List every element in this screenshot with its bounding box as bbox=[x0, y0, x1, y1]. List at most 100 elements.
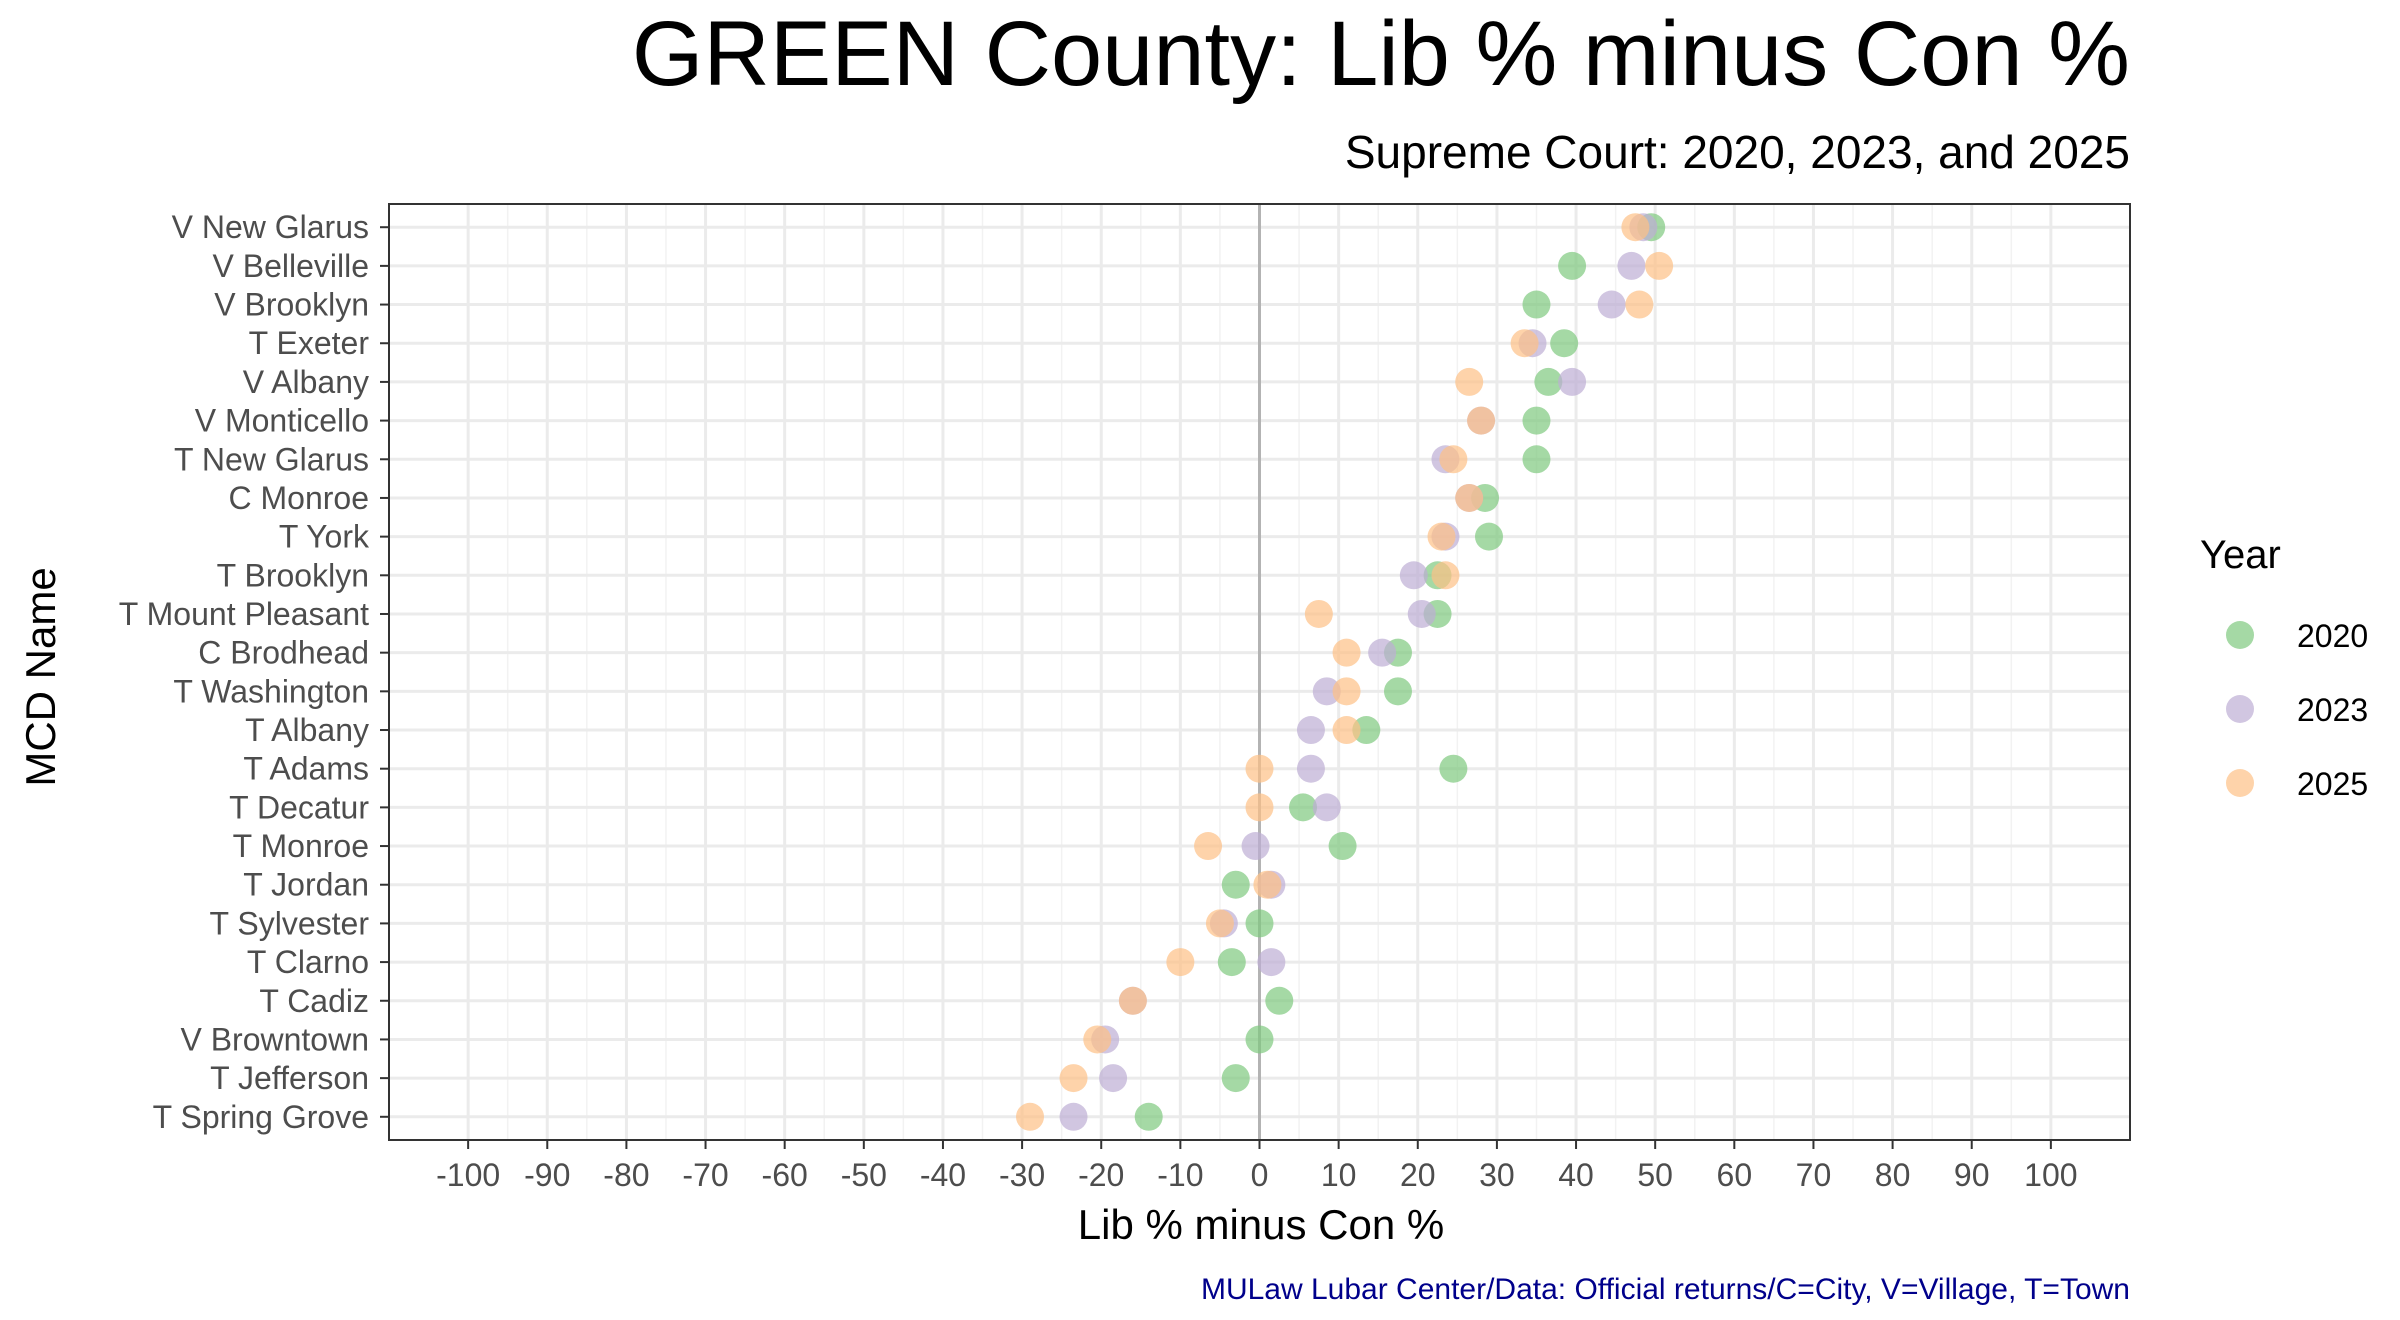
point-2025-t-jefferson bbox=[1059, 1064, 1088, 1093]
chart-subtitle: Supreme Court: 2020, 2023, and 2025 bbox=[1345, 126, 2130, 178]
point-2020-t-new-glarus bbox=[1522, 445, 1551, 474]
x-tick-label: 60 bbox=[1717, 1157, 1753, 1193]
point-2023-t-albany bbox=[1296, 716, 1325, 745]
point-2020-v-albany bbox=[1534, 367, 1563, 396]
point-2020-t-jefferson bbox=[1221, 1064, 1250, 1093]
point-2023-t-spring-grove bbox=[1059, 1102, 1088, 1131]
legend-label-2020: 2020 bbox=[2297, 618, 2368, 654]
legend: Year 2020 2023 2025 bbox=[2200, 533, 2368, 802]
point-2025-t-jordan bbox=[1253, 870, 1282, 899]
y-tick-label: T New Glarus bbox=[174, 441, 369, 477]
y-tick-label: T Sylvester bbox=[210, 905, 370, 941]
x-tick-label: -90 bbox=[524, 1157, 570, 1193]
data-points bbox=[1016, 213, 1674, 1131]
point-2025-t-york bbox=[1427, 522, 1456, 551]
y-tick-label: V Browntown bbox=[180, 1021, 369, 1057]
x-tick-label: -80 bbox=[603, 1157, 649, 1193]
x-tick-label: -60 bbox=[762, 1157, 808, 1193]
point-2023-c-brodhead bbox=[1368, 638, 1397, 667]
point-2020-t-decatur bbox=[1289, 793, 1318, 822]
y-tick-label: V Albany bbox=[243, 364, 369, 400]
y-tick-label: T Spring Grove bbox=[153, 1099, 369, 1135]
x-axis-title: Lib % minus Con % bbox=[1078, 1201, 1445, 1248]
x-tick-label: 10 bbox=[1321, 1157, 1357, 1193]
point-2025-t-decatur bbox=[1245, 793, 1274, 822]
y-tick-label: T Cadiz bbox=[259, 983, 369, 1019]
point-2025-v-belleville bbox=[1645, 251, 1674, 280]
x-tick-label: 50 bbox=[1637, 1157, 1673, 1193]
point-2025-t-adams bbox=[1245, 754, 1274, 783]
point-2020-t-cadiz bbox=[1265, 986, 1294, 1015]
point-2023-v-belleville bbox=[1617, 251, 1646, 280]
legend-key-2025 bbox=[2226, 769, 2254, 797]
point-2020-t-exeter bbox=[1550, 329, 1579, 358]
y-tick-label: T Monroe bbox=[233, 828, 369, 864]
y-tick-label: C Monroe bbox=[229, 480, 370, 516]
x-tick-label: 40 bbox=[1558, 1157, 1594, 1193]
y-tick-label: V Brooklyn bbox=[214, 287, 369, 323]
x-tick-label: 20 bbox=[1400, 1157, 1436, 1193]
y-tick-label: T Brooklyn bbox=[217, 557, 369, 593]
y-tick-label: V Monticello bbox=[195, 403, 369, 439]
point-2023-t-clarno bbox=[1257, 948, 1286, 977]
y-tick-label: C Brodhead bbox=[198, 635, 369, 671]
x-tick-label: -50 bbox=[841, 1157, 887, 1193]
caption: MULaw Lubar Center/Data: Official return… bbox=[1201, 1273, 2130, 1306]
point-2025-t-cadiz bbox=[1118, 986, 1147, 1015]
x-tick-label: -40 bbox=[920, 1157, 966, 1193]
point-2025-t-brooklyn bbox=[1431, 561, 1460, 590]
y-tick-label: T Jefferson bbox=[210, 1060, 369, 1096]
point-2020-v-belleville bbox=[1558, 251, 1587, 280]
y-tick-label: T Mount Pleasant bbox=[119, 596, 369, 632]
y-tick-label: T Washington bbox=[173, 673, 369, 709]
legend-key-2023 bbox=[2226, 695, 2254, 723]
point-2020-t-washington bbox=[1383, 677, 1412, 706]
point-2020-v-brooklyn bbox=[1522, 290, 1551, 319]
point-2025-t-new-glarus bbox=[1439, 445, 1468, 474]
point-2025-v-albany bbox=[1455, 367, 1484, 396]
y-tick-label: T Decatur bbox=[229, 789, 369, 825]
x-tick-label: 30 bbox=[1479, 1157, 1515, 1193]
point-2020-v-monticello bbox=[1522, 406, 1551, 435]
point-2023-t-mount-pleasant bbox=[1407, 599, 1436, 628]
x-tick-label: -10 bbox=[1157, 1157, 1203, 1193]
point-2023-t-jefferson bbox=[1099, 1064, 1128, 1093]
point-2020-v-browntown bbox=[1245, 1025, 1274, 1054]
x-tick-label: -20 bbox=[1078, 1157, 1124, 1193]
y-tick-label: T Albany bbox=[245, 712, 369, 748]
point-2023-t-washington bbox=[1312, 677, 1341, 706]
point-2025-v-browntown bbox=[1083, 1025, 1112, 1054]
y-tick-label: T Adams bbox=[243, 751, 369, 787]
point-2023-t-monroe bbox=[1241, 832, 1270, 861]
legend-label-2025: 2025 bbox=[2297, 766, 2368, 802]
y-tick-label: T Jordan bbox=[243, 867, 369, 903]
y-axis-title: MCD Name bbox=[17, 567, 64, 786]
point-2025-t-washington bbox=[1332, 677, 1361, 706]
y-tick-label: T York bbox=[279, 519, 370, 555]
x-tick-label: 80 bbox=[1875, 1157, 1911, 1193]
x-tick-label: -30 bbox=[999, 1157, 1045, 1193]
point-2020-t-clarno bbox=[1217, 948, 1246, 977]
point-2025-t-mount-pleasant bbox=[1304, 599, 1333, 628]
point-2025-t-clarno bbox=[1166, 948, 1195, 977]
x-tick-label: 90 bbox=[1954, 1157, 1990, 1193]
y-tick-label: T Clarno bbox=[247, 944, 369, 980]
point-2025-c-monroe bbox=[1455, 483, 1484, 512]
x-tick-label: -70 bbox=[682, 1157, 728, 1193]
point-2025-t-albany bbox=[1332, 716, 1361, 745]
point-2020-t-albany bbox=[1352, 716, 1381, 745]
point-2025-v-new-glarus bbox=[1621, 213, 1650, 242]
point-2020-t-adams bbox=[1439, 754, 1468, 783]
y-tick-label: V New Glarus bbox=[172, 209, 369, 245]
point-2025-v-brooklyn bbox=[1625, 290, 1654, 319]
x-tick-label: 0 bbox=[1251, 1157, 1269, 1193]
point-2023-t-brooklyn bbox=[1399, 561, 1428, 590]
legend-title: Year bbox=[2200, 533, 2281, 577]
point-2020-t-york bbox=[1474, 522, 1503, 551]
point-2020-t-sylvester bbox=[1245, 909, 1274, 938]
x-tick-label: 100 bbox=[2024, 1157, 2077, 1193]
point-2025-v-monticello bbox=[1467, 406, 1496, 435]
point-2025-c-brodhead bbox=[1332, 638, 1361, 667]
